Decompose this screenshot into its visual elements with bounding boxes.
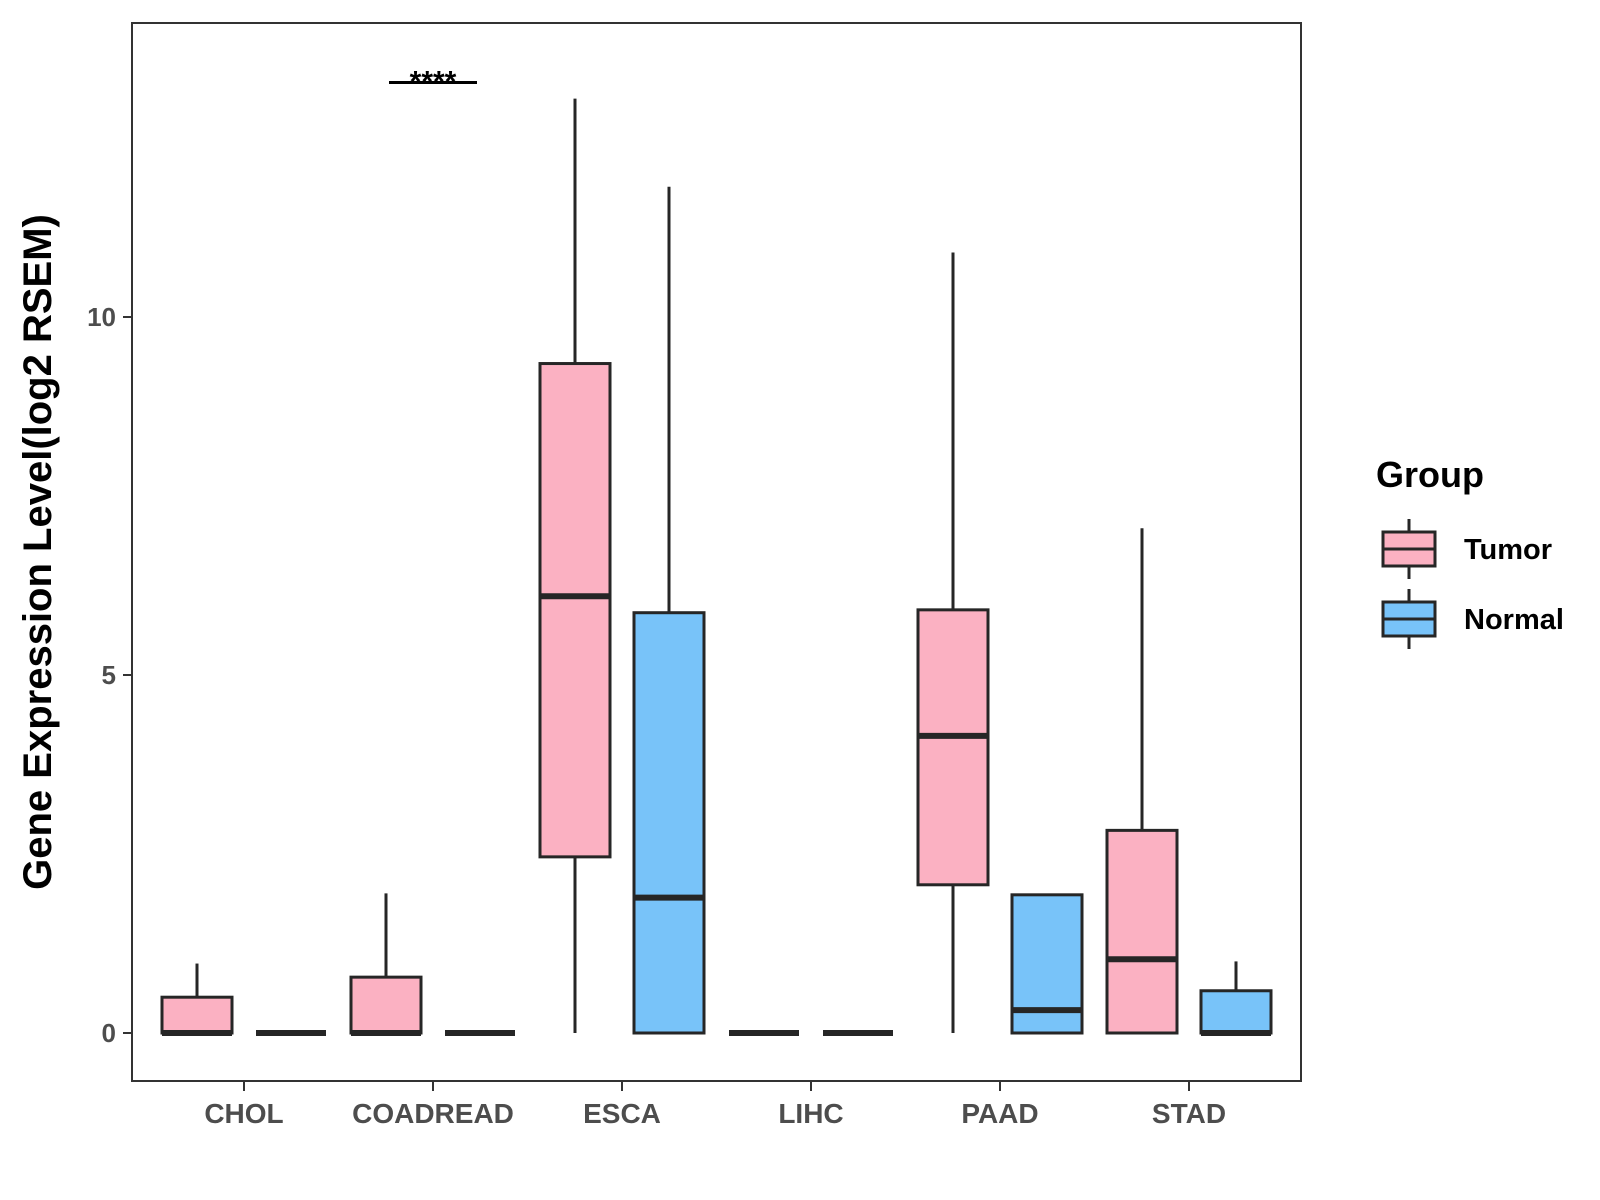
plot-layer: 0 5 10 CHOL COADREAD ESCA LIHC PAAD STAD Gene Exp… bbox=[16, 22, 1302, 1129]
x-tick-label-lihc: LIHC bbox=[778, 1098, 843, 1129]
legend-item-normal: Normal bbox=[1381, 589, 1564, 649]
box-body bbox=[538, 362, 612, 859]
box-tumor-esca bbox=[538, 98, 612, 1033]
legend: Group Tumor Normal bbox=[1376, 454, 1564, 649]
x-tick-label-stad: STAD bbox=[1152, 1098, 1226, 1129]
x-tick-label-chol: CHOL bbox=[204, 1098, 283, 1129]
y-axis-title: Gene Expression Level(log2 RSEM) bbox=[16, 214, 60, 890]
significance-label: **** bbox=[410, 66, 457, 99]
legend-title: Group bbox=[1376, 454, 1484, 495]
box-tumor-chol bbox=[160, 963, 234, 1036]
legend-label-normal: Normal bbox=[1464, 604, 1564, 636]
x-tick-label-esca: ESCA bbox=[583, 1098, 661, 1129]
y-tick-label-10: 10 bbox=[87, 302, 116, 332]
legend-item-tumor: Tumor bbox=[1381, 519, 1552, 579]
y-tick-label-0: 0 bbox=[102, 1018, 116, 1048]
box-normal-esca bbox=[632, 186, 706, 1035]
box-body bbox=[349, 975, 423, 1035]
box-body bbox=[160, 995, 234, 1035]
x-tick-label-coadread: COADREAD bbox=[352, 1098, 514, 1129]
x-tick-label-paad: PAAD bbox=[961, 1098, 1038, 1129]
box-tumor-stad bbox=[1105, 528, 1179, 1035]
box-normal-stad bbox=[1199, 961, 1273, 1036]
plot-panel-border bbox=[131, 22, 1302, 1082]
box-normal-paad bbox=[1010, 893, 1084, 1035]
y-tick-label-5: 5 bbox=[102, 660, 116, 690]
box-tumor-paad bbox=[916, 252, 990, 1033]
legend-label-tumor: Tumor bbox=[1464, 534, 1552, 566]
box-body bbox=[632, 611, 706, 1035]
box-body bbox=[1105, 828, 1179, 1035]
box-tumor-coadread bbox=[349, 893, 423, 1036]
box-body bbox=[916, 608, 990, 887]
box-body bbox=[1199, 989, 1273, 1035]
